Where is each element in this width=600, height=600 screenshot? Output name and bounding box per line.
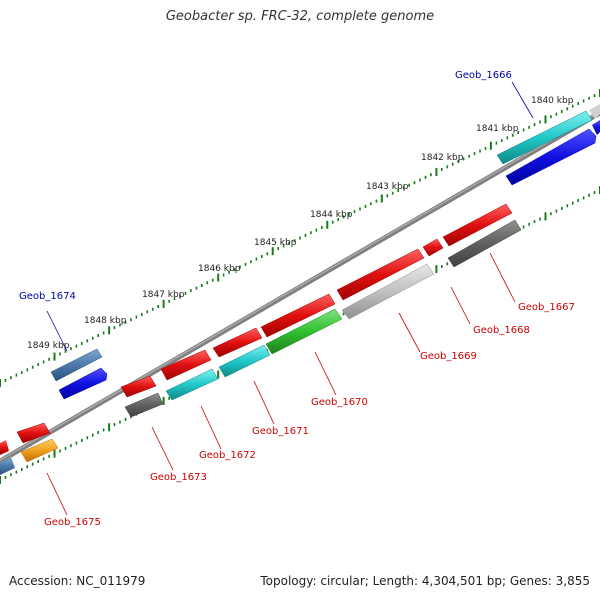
- scale-label: 1848 kbp: [84, 316, 127, 326]
- gene-arrow-geob-1670[interactable]: [260, 293, 336, 338]
- gene-label-geob-1669: Geob_1669: [420, 351, 477, 362]
- gene-features-lower: [0, 203, 522, 475]
- gene-arrow-geob-1675[interactable]: [20, 438, 59, 463]
- gene-label-geob-1675: Geob_1675: [44, 517, 101, 528]
- scale-label: 1841 kbp: [476, 124, 519, 134]
- scale-label: 1843 kbp: [366, 182, 409, 192]
- scale-ticks-top: [0, 89, 600, 387]
- gene-arrow-geob-1669[interactable]: [336, 248, 425, 301]
- scale-label: 1846 kbp: [198, 264, 241, 274]
- gene-label-geob-1668: Geob_1668: [473, 325, 530, 336]
- genome-backbone-highlight: [0, 111, 600, 461]
- scale-label: 1847 kbp: [142, 290, 185, 300]
- label-leaders: [46, 81, 534, 516]
- gene-arrow-geob-1670[interactable]: [265, 308, 343, 355]
- gene-arrow[interactable]: [505, 128, 597, 186]
- gene-arrow-geob-1673[interactable]: [124, 392, 164, 418]
- gene-arrow-geob-1668[interactable]: [447, 219, 522, 268]
- map-title: Geobacter sp. FRC-32, complete genome: [165, 9, 435, 24]
- gene-arrow[interactable]: [0, 440, 9, 455]
- gene-arrow[interactable]: [422, 238, 444, 257]
- scale-label: 1844 kbp: [310, 210, 353, 220]
- gene-label-geob-1672: Geob_1672: [199, 450, 256, 461]
- genome-summary: Topology: circular; Length: 4,304,501 bp…: [260, 574, 590, 588]
- scale-label: 1842 kbp: [421, 153, 464, 163]
- scale-label: 1849 kbp: [27, 341, 70, 351]
- scale-label: 1840 kbp: [531, 96, 574, 106]
- gene-arrow[interactable]: [589, 104, 600, 119]
- genome-backbone: [0, 109, 600, 465]
- gene-arrow-geob-1673[interactable]: [120, 375, 157, 398]
- gene-features: [50, 104, 600, 400]
- gene-arrow-geob-1674[interactable]: [50, 348, 103, 382]
- gene-label-geob-1674: Geob_1674: [19, 291, 76, 302]
- gene-arrow-geob-1675[interactable]: [16, 422, 51, 444]
- gene-label-geob-1673: Geob_1673: [150, 472, 207, 483]
- gene-label-geob-1671: Geob_1671: [252, 426, 309, 437]
- gene-arrow-geob-1671[interactable]: [218, 344, 271, 378]
- gene-label-geob-1667: Geob_1667: [518, 302, 575, 313]
- gene-arrow[interactable]: [592, 120, 600, 135]
- gene-arrow-geob-1669[interactable]: [341, 263, 435, 320]
- gene-arrow-geob-1666[interactable]: [496, 110, 593, 165]
- gene-arrow-geob-1672[interactable]: [165, 368, 219, 401]
- gene-label-geob-1670: Geob_1670: [311, 397, 368, 408]
- gene-arrow-geob-1667[interactable]: [442, 203, 513, 247]
- gene-arrow-geob-1671[interactable]: [212, 327, 263, 358]
- gene-arrow[interactable]: [0, 457, 15, 475]
- gene-arrow[interactable]: [58, 367, 108, 400]
- gene-arrow-geob-1672[interactable]: [160, 349, 212, 381]
- gene-label-geob-1666: Geob_1666: [455, 70, 512, 81]
- accession-text: Accession: NC_011979: [9, 574, 146, 588]
- scale-label: 1845 kbp: [254, 238, 297, 248]
